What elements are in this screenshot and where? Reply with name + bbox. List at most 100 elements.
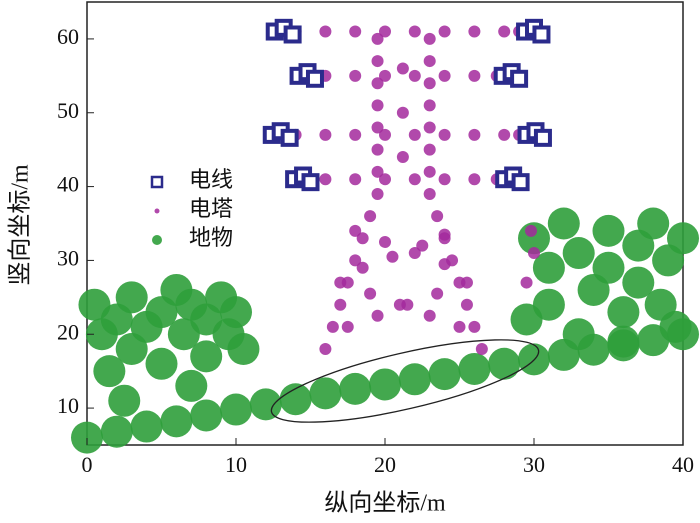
legend-marker: [150, 175, 164, 189]
marks: [71, 18, 699, 454]
point: [349, 224, 362, 237]
point: [607, 325, 640, 358]
point: [438, 25, 451, 38]
point: [175, 369, 208, 402]
point: [305, 69, 324, 88]
point: [379, 173, 391, 186]
point: [423, 143, 436, 156]
point: [309, 377, 342, 410]
x-tick-label: 20: [374, 452, 396, 477]
point: [371, 121, 384, 134]
point: [547, 207, 580, 240]
point: [458, 352, 491, 385]
y-tick-label: 60: [57, 24, 79, 49]
point: [562, 318, 595, 351]
point: [398, 363, 431, 396]
point: [428, 358, 461, 391]
point: [423, 309, 436, 322]
point: [369, 368, 401, 401]
point: [667, 222, 699, 255]
point: [408, 25, 421, 38]
point: [364, 287, 377, 300]
point: [190, 340, 223, 373]
point: [498, 25, 511, 38]
legend-marker: [154, 208, 160, 214]
point: [438, 69, 451, 82]
point: [356, 261, 369, 274]
point: [371, 99, 384, 112]
point: [220, 296, 252, 329]
point: [511, 173, 530, 192]
point: [115, 281, 148, 314]
point: [525, 224, 538, 237]
point: [468, 320, 481, 333]
point: [438, 173, 451, 186]
point: [401, 298, 414, 311]
point: [637, 207, 670, 240]
point: [319, 343, 332, 356]
point: [100, 415, 133, 448]
point: [334, 298, 347, 311]
point: [453, 320, 466, 333]
point: [319, 173, 332, 186]
y-tick-label: 20: [57, 319, 79, 344]
point: [326, 320, 339, 333]
point: [364, 210, 377, 223]
point: [396, 106, 409, 119]
point: [431, 287, 444, 300]
legend-marker: [152, 235, 162, 245]
point: [562, 237, 595, 270]
x-tick-label: 40: [672, 452, 694, 477]
point: [468, 173, 481, 186]
point: [334, 276, 347, 289]
point: [371, 55, 384, 68]
point: [423, 55, 436, 68]
point: [468, 128, 481, 141]
point: [319, 128, 332, 141]
y-tick-label: 10: [57, 393, 79, 418]
point: [475, 343, 488, 356]
x-tick-label: 10: [225, 452, 247, 477]
point: [220, 393, 252, 426]
point: [592, 251, 625, 284]
point: [349, 25, 362, 38]
point: [532, 25, 551, 44]
point: [533, 128, 552, 147]
point: [532, 288, 565, 321]
y-tick-label: 30: [57, 245, 79, 270]
point: [371, 143, 384, 156]
point: [423, 99, 436, 112]
point: [71, 421, 103, 454]
point: [339, 372, 372, 405]
point: [93, 355, 126, 388]
point: [349, 128, 362, 141]
point: [301, 173, 320, 192]
point: [520, 276, 533, 289]
point: [371, 77, 384, 90]
point: [438, 228, 451, 241]
point: [249, 388, 282, 421]
point: [431, 210, 444, 223]
point: [371, 187, 384, 200]
point: [379, 69, 391, 82]
point: [341, 320, 354, 333]
point: [279, 383, 312, 416]
y-tick-label: 40: [57, 172, 79, 197]
point: [622, 266, 655, 299]
point: [659, 310, 692, 343]
point: [510, 69, 529, 88]
point: [408, 247, 421, 260]
point: [468, 25, 481, 38]
point: [423, 187, 436, 200]
point: [438, 128, 451, 141]
legend-label: 电塔: [189, 196, 233, 221]
point: [145, 347, 178, 380]
legend-label: 电线: [189, 167, 233, 192]
point: [371, 165, 384, 178]
point: [283, 25, 302, 44]
point: [319, 25, 332, 38]
point: [160, 405, 193, 438]
point: [379, 128, 391, 141]
point: [468, 69, 481, 82]
point: [528, 247, 540, 260]
